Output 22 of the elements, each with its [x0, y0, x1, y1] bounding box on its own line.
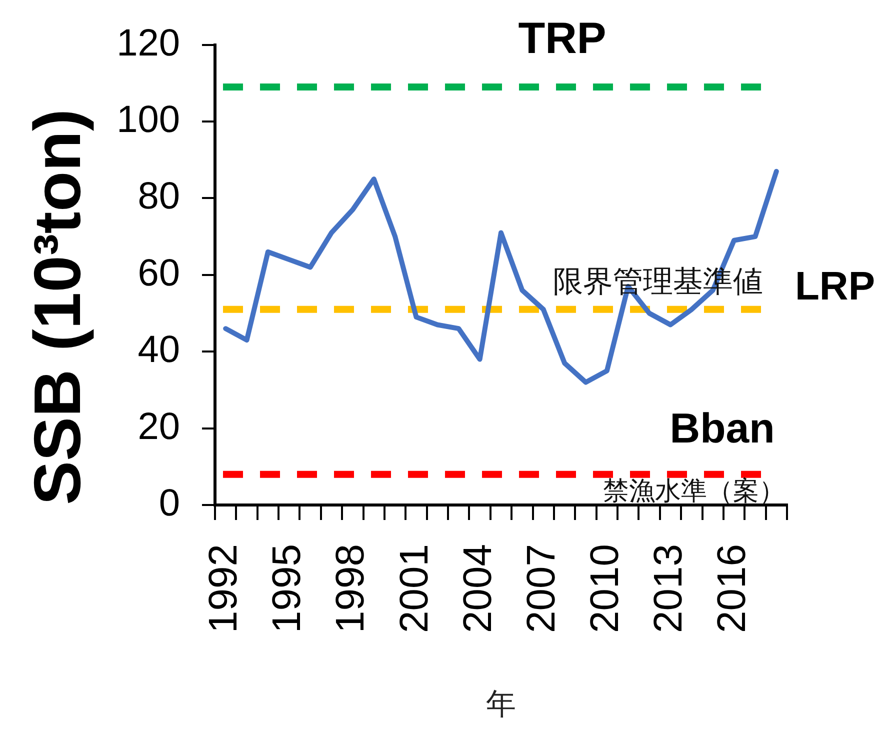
x-tick-label: 2013: [646, 544, 691, 633]
annotation: 禁漁水準（案）: [602, 476, 785, 506]
x-tick-label: 2016: [710, 544, 754, 633]
ref-line-label: LRP: [795, 264, 875, 308]
y-tick-label: 80: [138, 176, 180, 218]
x-tick-label: 2007: [519, 544, 564, 633]
x-tick-label: 1992: [202, 544, 246, 633]
ref-line-label: TRP: [518, 14, 606, 63]
y-tick-label: 120: [116, 22, 180, 64]
x-tick-label: 1995: [265, 544, 310, 633]
x-tick-label: 2001: [392, 544, 436, 633]
y-axis-title: SSB (10³ton): [20, 109, 94, 505]
y-tick-label: 100: [116, 98, 180, 141]
x-tick-label: 1998: [328, 544, 373, 633]
ref-line-label: Bban: [670, 404, 775, 452]
x-tick-label: 2010: [582, 544, 627, 633]
y-tick-label: 60: [138, 252, 180, 294]
y-tick-label: 40: [138, 329, 180, 372]
x-tick-label: 2004: [456, 544, 500, 633]
x-axis-title: 年: [486, 686, 516, 722]
y-tick-label: 0: [158, 482, 180, 524]
y-tick-label: 20: [138, 406, 180, 448]
